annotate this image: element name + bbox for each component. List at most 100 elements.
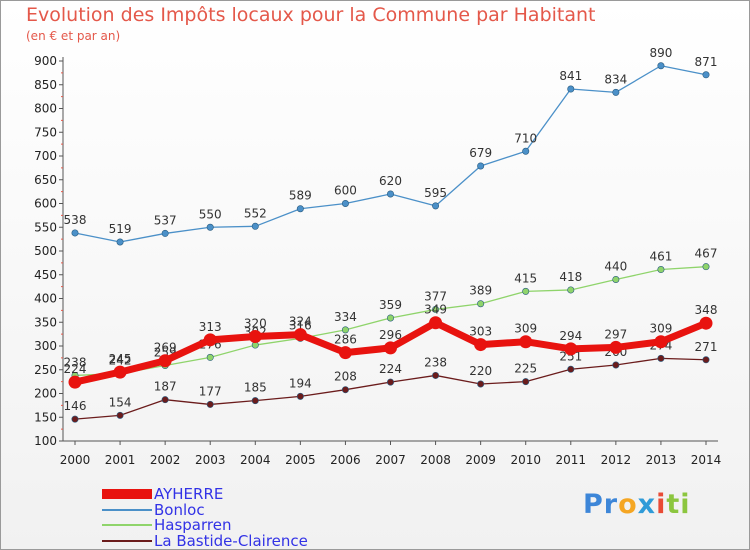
y-tick-label: 600 — [34, 197, 57, 211]
data-label: 324 — [289, 315, 312, 329]
data-point — [702, 263, 710, 271]
data-label: 286 — [334, 333, 357, 347]
data-point — [296, 205, 304, 213]
chart-title: Evolution des Impôts locaux pour la Comm… — [26, 4, 596, 26]
data-label: 418 — [559, 270, 582, 284]
data-point — [386, 314, 394, 322]
data-point — [158, 354, 172, 368]
data-label: 595 — [424, 186, 447, 200]
legend-label: La Bastide-Clairence — [154, 532, 308, 550]
data-label: 238 — [64, 355, 87, 369]
data-label: 309 — [649, 322, 672, 336]
data-label: 467 — [695, 247, 718, 261]
y-tick-label: 150 — [34, 410, 57, 424]
x-tick-label: 2009 — [465, 453, 496, 467]
data-point — [699, 316, 713, 330]
data-label: 185 — [244, 381, 267, 395]
data-point — [432, 305, 440, 313]
data-point — [116, 411, 124, 419]
x-tick-label: 2014 — [691, 453, 722, 467]
data-point — [612, 275, 620, 283]
x-tick-label: 2005 — [285, 453, 316, 467]
data-label: 349 — [424, 303, 447, 317]
data-label: 269 — [154, 341, 177, 355]
x-tick-label: 2011 — [556, 453, 587, 467]
data-label: 334 — [334, 310, 357, 324]
data-point — [522, 378, 530, 386]
y-tick-label: 750 — [34, 125, 57, 139]
data-point — [68, 375, 82, 389]
data-label: 550 — [199, 207, 222, 221]
data-point — [702, 356, 710, 364]
y-tick-label: 400 — [34, 292, 57, 306]
x-tick-label: 2000 — [60, 453, 91, 467]
data-label: 589 — [289, 189, 312, 203]
data-label: 440 — [604, 260, 627, 274]
data-point — [251, 397, 259, 405]
legend-swatch — [102, 509, 152, 511]
data-point — [384, 341, 397, 355]
data-label: 538 — [64, 213, 87, 227]
data-point — [477, 162, 485, 170]
y-tick-label: 100 — [34, 434, 57, 448]
data-label: 294 — [559, 329, 582, 343]
data-label: 871 — [695, 55, 718, 69]
data-point — [341, 386, 349, 394]
data-point — [522, 147, 530, 155]
data-point — [203, 333, 217, 347]
data-label: 271 — [695, 340, 718, 354]
data-label: 841 — [559, 69, 582, 83]
data-point — [341, 200, 349, 208]
data-label: 303 — [469, 325, 492, 339]
data-label: 238 — [424, 355, 447, 369]
y-tick-label: 500 — [34, 244, 57, 258]
data-label: 679 — [469, 146, 492, 160]
x-tick-label: 2012 — [601, 453, 632, 467]
y-tick-label: 800 — [34, 102, 57, 116]
data-label: 154 — [109, 395, 132, 409]
data-point — [71, 229, 79, 237]
data-point — [116, 238, 124, 246]
data-point — [567, 365, 575, 373]
y-tick-label: 900 — [34, 54, 57, 68]
y-tick-label: 200 — [34, 387, 57, 401]
data-point — [338, 346, 352, 360]
data-point — [477, 300, 485, 308]
data-label: 245 — [109, 352, 132, 366]
y-tick-label: 700 — [34, 149, 57, 163]
data-point — [522, 287, 530, 295]
data-point — [657, 354, 665, 362]
x-tick-label: 2008 — [420, 453, 451, 467]
data-point — [71, 415, 79, 423]
data-label: 296 — [379, 328, 402, 342]
x-tick-label: 2013 — [646, 453, 677, 467]
y-tick-label: 250 — [34, 363, 57, 377]
data-point — [567, 286, 575, 294]
data-point — [612, 88, 620, 96]
data-label: 225 — [514, 362, 537, 376]
data-label: 890 — [649, 46, 672, 60]
data-point — [432, 371, 440, 379]
data-label: 320 — [244, 317, 267, 331]
data-label: 620 — [379, 174, 402, 188]
data-point — [341, 326, 349, 334]
y-tick-label: 650 — [34, 173, 57, 187]
data-label: 220 — [469, 364, 492, 378]
data-point — [293, 328, 307, 342]
x-tick-label: 2001 — [105, 453, 136, 467]
data-point — [386, 378, 394, 386]
x-tick-label: 2004 — [240, 453, 271, 467]
data-label: 600 — [334, 184, 357, 198]
data-label: 415 — [514, 271, 537, 285]
data-point — [702, 71, 710, 79]
data-label: 146 — [64, 399, 87, 413]
data-label: 242 — [109, 354, 132, 368]
data-label: 313 — [199, 320, 222, 334]
x-tick-label: 2003 — [195, 453, 226, 467]
data-label: 519 — [109, 222, 132, 236]
data-label: 208 — [334, 370, 357, 384]
data-point — [386, 190, 394, 198]
data-label: 377 — [424, 289, 447, 303]
data-point — [612, 361, 620, 369]
